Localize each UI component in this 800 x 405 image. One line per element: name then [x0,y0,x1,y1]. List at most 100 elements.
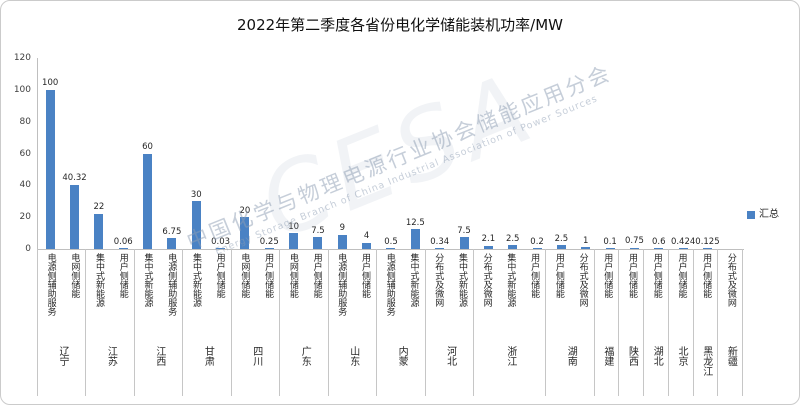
category-group: 电网侧储能 用户侧储能 [232,249,281,343]
bar-cell: 7.5 [306,58,330,249]
category-label-cell: 用户侧储能 [694,249,718,343]
bar [362,242,372,249]
province-label: 山东 [347,346,359,366]
category-label-cell: 电网侧储能 [62,249,86,343]
bar-group: 0.6 [647,58,671,249]
bar-value-label: 0.2 [530,236,544,247]
bar [337,234,347,249]
province-group: 新疆 [718,343,744,396]
bar-group: 30 0.03 [184,58,233,249]
bar [629,247,639,249]
category-label: 用户侧储能 [553,253,564,298]
category-label-cell: 用户侧储能 [669,249,693,343]
bar [216,248,226,249]
bar-cell: 1 [574,58,598,249]
bar [289,233,299,249]
bar-value-label: 7.5 [311,225,325,236]
category-label-cell: 集中式新能源 [135,249,159,343]
province-label: 广东 [299,346,311,366]
bar-cell: 60 [135,58,159,249]
category-label-cell: 用户侧储能 [304,249,328,343]
category-label: 分布式及微网 [433,253,444,307]
category-group: 用户侧储能 [694,249,719,343]
category-label-cell: 用户侧储能 [546,249,570,343]
bar-cell: 10 [281,58,305,249]
bar [605,248,615,249]
province-group: 山东 [329,343,378,396]
bar-group: 0.125 [695,58,720,249]
bar-cell: 2.1 [476,58,500,249]
y-tick-label: 40 [19,180,31,191]
bar-value-label: 10 [288,221,300,232]
province-group: 甘肃 [183,343,232,396]
bar-value-label: 0.125 [695,236,720,247]
category-label-cell: 分布式及微网 [474,249,498,343]
category-label: 电网侧储能 [69,253,80,298]
province-label: 江西 [153,346,165,366]
bar [240,217,250,249]
bar-value-label: 40.32 [62,173,87,184]
category-label-cell: 用户侧储能 [207,249,231,343]
category-label: 用户侧储能 [529,253,540,298]
bar-group: 20 0.25 [233,58,282,249]
y-tick-label: 20 [19,212,31,223]
bar-group: 60 6.75 [135,58,184,249]
legend: 汇总 [747,210,779,220]
category-label: 用户侧储能 [311,253,322,298]
bar-value-label: 0.5 [384,236,398,247]
bar [70,184,80,249]
category-label: 集中式新能源 [456,253,467,307]
category-label-cell: 用户侧储能 [644,249,668,343]
category-label-cell: 集中式新能源 [183,249,207,343]
category-label: 用户侧储能 [602,253,613,298]
bar-cell: 0.03 [208,58,232,249]
bar-value-label: 20 [239,205,251,216]
category-group: 电源侧辅助服务 集中式新能源 [377,249,426,343]
y-tick-label: 80 [19,116,31,127]
category-label: 用户侧储能 [627,253,637,298]
y-tick-label: 0 [25,244,31,254]
legend-label: 汇总 [759,209,779,220]
bar [143,153,153,249]
category-label-cell: 电源侧辅助服务 [329,249,353,343]
bar-value-label: 60 [142,142,153,152]
category-label: 集中式新能源 [408,253,419,307]
bar-value-label: 2.5 [505,233,520,244]
category-group: 用户侧储能 [619,249,645,343]
category-group: 用户侧储能 [595,249,620,343]
bar [532,248,542,249]
province-label: 辽宁 [56,346,68,366]
bar-value-label: 1 [583,235,589,246]
bar-value-label: 7.5 [457,225,471,236]
category-label: 集中式新能源 [94,253,105,307]
bar-cell: 0.2 [525,58,549,249]
bar-cell: 0.5 [379,58,403,249]
province-group: 河北 [426,343,475,396]
y-tick-label: 120 [13,53,31,63]
bar-cell: 0.75 [622,58,646,249]
bar [167,238,177,249]
category-label: 集中式新能源 [505,253,516,307]
y-axis: 0 20 40 60 80 100 120 [1,1,35,404]
province-label: 福建 [601,346,613,366]
bar-cell: 0.125 [695,58,720,249]
bar [118,248,128,249]
province-group: 浙江 [474,343,547,396]
bar-value-label: 0.424 [670,236,696,247]
category-label: 电网侧储能 [239,253,250,298]
category-label-cell: 集中式新能源 [86,249,110,343]
category-label-cell: 集中式新能源 [401,249,425,343]
category-label: 分布式及微网 [481,253,492,307]
category-label: 集中式新能源 [142,253,153,307]
bar-value-label: 0.03 [211,236,231,247]
bar-group: 0.424 [671,58,695,249]
category-label-cell: 用户侧储能 [352,249,376,343]
bar-group: 0.75 [622,58,646,249]
bar [45,89,55,249]
province-label: 浙江 [504,346,516,366]
bar-cell: 0.6 [647,58,671,249]
category-label-cell: 用户侧储能 [619,249,643,343]
category-label-cell: 电源侧辅助服务 [38,249,62,343]
category-label: 集中式新能源 [190,253,201,307]
